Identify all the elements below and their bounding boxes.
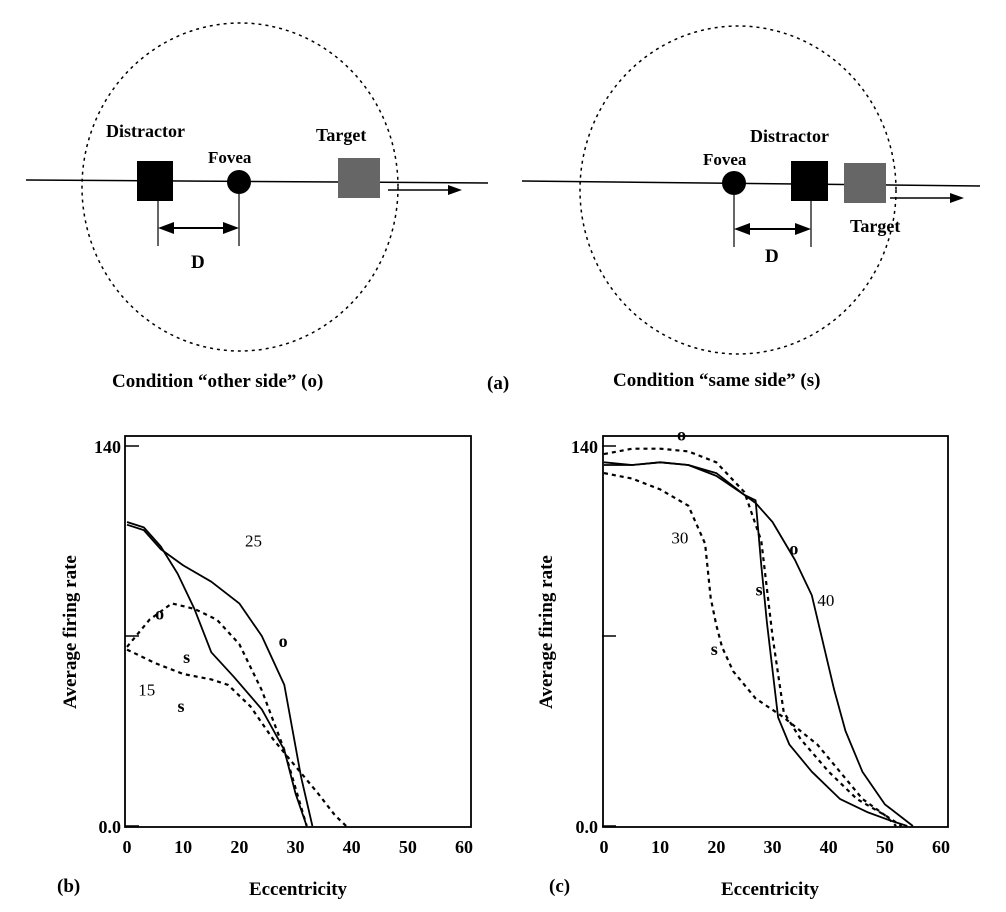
annotation-label: o <box>677 425 686 445</box>
series-line-0 <box>126 523 314 827</box>
motion-arrow-head <box>950 193 964 203</box>
target-square <box>338 158 380 198</box>
condition-caption: Condition “same side” (s) <box>613 370 820 391</box>
y-tick-label: 0.0 <box>576 817 599 837</box>
motion-arrow-head <box>448 185 462 195</box>
chart-b: Average firing rate Eccentricity (b) 0 10… <box>57 435 473 900</box>
fovea-dot <box>722 171 746 195</box>
receptive-field-circle <box>81 22 399 352</box>
x-tick-label: 50 <box>399 837 417 857</box>
ticks: 0 10 20 30 40 50 60 0.0 140 <box>94 437 473 857</box>
x-tick-label: 60 <box>932 837 950 857</box>
x-tick-label: 30 <box>764 837 782 857</box>
annotation-label: o <box>789 539 798 559</box>
x-tick-label: 10 <box>651 837 669 857</box>
target-label: Target <box>850 216 900 236</box>
x-axis-label: Eccentricity <box>721 879 820 900</box>
y-axis-label: Average firing rate <box>536 555 557 709</box>
series-group <box>603 447 914 827</box>
d-arrow-head-left <box>734 223 750 235</box>
distractor-label: Distractor <box>106 121 185 141</box>
plot-frame <box>602 435 949 828</box>
x-tick-label: 0 <box>123 837 132 857</box>
panel-a-right: Fovea Distractor Target D Condition “sam… <box>521 25 981 391</box>
annotation-label: s <box>711 639 718 659</box>
axis-line <box>25 179 489 184</box>
distractor-label: Distractor <box>750 126 829 146</box>
series-line-3 <box>126 648 347 827</box>
panel-label: (b) <box>57 876 80 897</box>
x-tick-label: 20 <box>707 837 725 857</box>
x-tick-label: 0 <box>600 837 609 857</box>
d-arrow-head-left <box>158 222 174 234</box>
x-tick-label: 40 <box>343 837 361 857</box>
fovea-dot <box>227 170 251 194</box>
annotations: o 30 o s 40 s <box>671 425 834 659</box>
distractor-square <box>137 161 173 201</box>
annotation-label: o <box>279 631 288 651</box>
d-arrow-head-right <box>795 223 811 235</box>
annotation-label: s <box>756 579 763 599</box>
fovea-label: Fovea <box>208 148 252 167</box>
x-tick-label: 30 <box>287 837 305 857</box>
series-line-2 <box>126 602 308 827</box>
plot-frame <box>124 435 472 828</box>
annotation-label: 30 <box>671 529 688 548</box>
x-tick-label: 40 <box>820 837 838 857</box>
panel-a-label: (a) <box>487 373 509 394</box>
distractor-square <box>791 161 828 201</box>
y-tick-label: 0.0 <box>99 817 122 837</box>
annotation-label: o <box>155 604 164 624</box>
y-tick-label: 140 <box>94 437 121 457</box>
distance-label: D <box>191 252 205 273</box>
axis-line <box>521 180 981 187</box>
annotation-label: 25 <box>245 531 262 550</box>
panel-label: (c) <box>549 876 570 897</box>
x-tick-label: 10 <box>174 837 192 857</box>
d-arrow-head-right <box>223 222 239 234</box>
x-axis-label: Eccentricity <box>249 879 348 900</box>
y-axis-label: Average firing rate <box>60 555 81 709</box>
chart-c: Average firing rate Eccentricity (c) 0 10… <box>536 425 950 900</box>
fovea-label: Fovea <box>703 150 747 169</box>
annotation-label: 15 <box>138 681 155 700</box>
series-line-1 <box>603 472 897 827</box>
annotation-label: 40 <box>817 591 834 610</box>
x-tick-label: 20 <box>230 837 248 857</box>
y-tick-label: 140 <box>571 437 598 457</box>
receptive-field-circle <box>579 25 897 355</box>
condition-caption: Condition “other side” (o) <box>112 371 323 392</box>
series-group <box>126 521 347 827</box>
target-label: Target <box>316 125 366 145</box>
x-tick-label: 50 <box>876 837 894 857</box>
series-line-3 <box>603 461 914 827</box>
annotation-label: s <box>178 696 185 716</box>
series-line-0 <box>603 447 903 827</box>
annotation-label: s <box>183 647 190 667</box>
annotations: 25 o s o 15 s <box>138 531 287 716</box>
distance-label: D <box>765 246 779 267</box>
panel-a-left: Distractor Fovea Target D Condition “oth… <box>25 22 489 392</box>
target-square <box>844 163 886 203</box>
x-tick-label: 60 <box>455 837 473 857</box>
ticks: 0 10 20 30 40 50 60 0.0 140 <box>571 437 950 857</box>
